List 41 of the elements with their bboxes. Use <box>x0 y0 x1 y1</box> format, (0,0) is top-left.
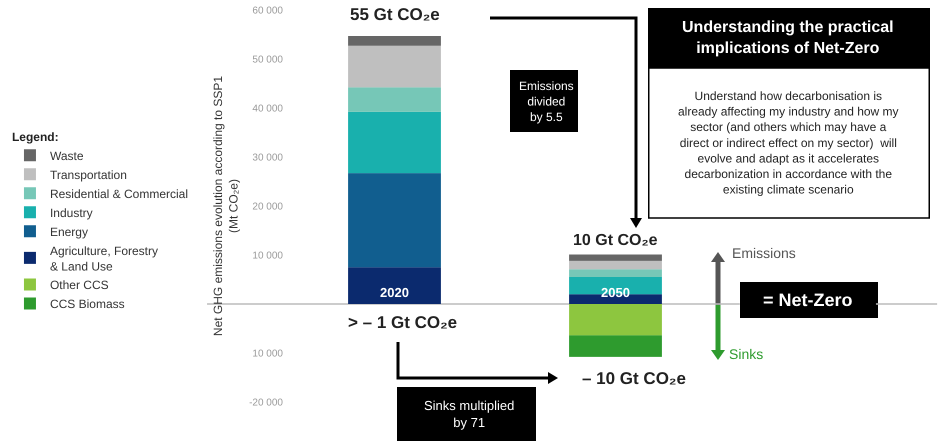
y-tick-label: 10 000 <box>252 250 284 262</box>
legend-label: Energy <box>50 224 88 239</box>
bar <box>569 260 662 270</box>
legend-title: Legend: <box>12 130 59 144</box>
legend-label: CCS Biomass <box>50 297 125 312</box>
legend-label: Agriculture, Forestry & Land Use <box>50 244 158 274</box>
bar <box>569 269 662 278</box>
bar <box>348 173 441 268</box>
bar <box>348 46 441 88</box>
annotation: Understand how decarbonisation is already affecting my industry and how my sector (and others which may have a direct or indirect effect on my sector) will evolve and adapt as it accelerates decarbonization in accordance with the existing climate scenario <box>678 89 899 197</box>
y-tick-label: 20 000 <box>252 202 284 212</box>
y-tick-label: 60 000 <box>252 6 284 16</box>
x-tick-label: 2020 <box>380 285 409 300</box>
annotation: Emissions <box>732 245 796 261</box>
annotation: > – 1 Gt CO₂e <box>348 313 458 332</box>
y-tick-label: 50 000 <box>252 54 284 66</box>
text: = Net-Zero <box>763 290 853 310</box>
y-tick-label: 40 000 <box>252 104 284 114</box>
y-axis-title: Net GHG emissions evolution according to SSP1 (Mt CO₂e) <box>210 76 240 336</box>
y-tick-label: 30 000 <box>252 152 284 164</box>
bar <box>348 36 441 46</box>
legend-label: Other CCS <box>50 278 109 292</box>
bar <box>569 335 662 357</box>
legend-label: Transportation <box>50 168 127 182</box>
annotation: 55 Gt CO₂e <box>350 5 440 24</box>
annotation: Understanding the practical implications of Net-Zero <box>682 19 894 57</box>
legend-label: Residential & Commercial <box>50 186 188 201</box>
y-tick-label: -20 000 <box>249 398 284 408</box>
bar <box>569 304 662 336</box>
annotation: 10 Gt CO₂e <box>573 232 658 249</box>
annotation: – 10 Gt CO₂e <box>582 369 686 388</box>
y-tick-label: 10 000 <box>252 348 284 360</box>
bar <box>348 112 441 174</box>
annotation: Sinks <box>729 346 764 362</box>
annotation: Sinks multiplied by 71 <box>424 398 514 430</box>
bar <box>569 254 662 261</box>
legend-label: Industry <box>50 206 93 220</box>
bar <box>348 267 441 304</box>
annotation: Emissions divided by 5.5 <box>519 79 574 124</box>
bar <box>348 87 441 112</box>
legend-label: Waste <box>50 148 84 163</box>
